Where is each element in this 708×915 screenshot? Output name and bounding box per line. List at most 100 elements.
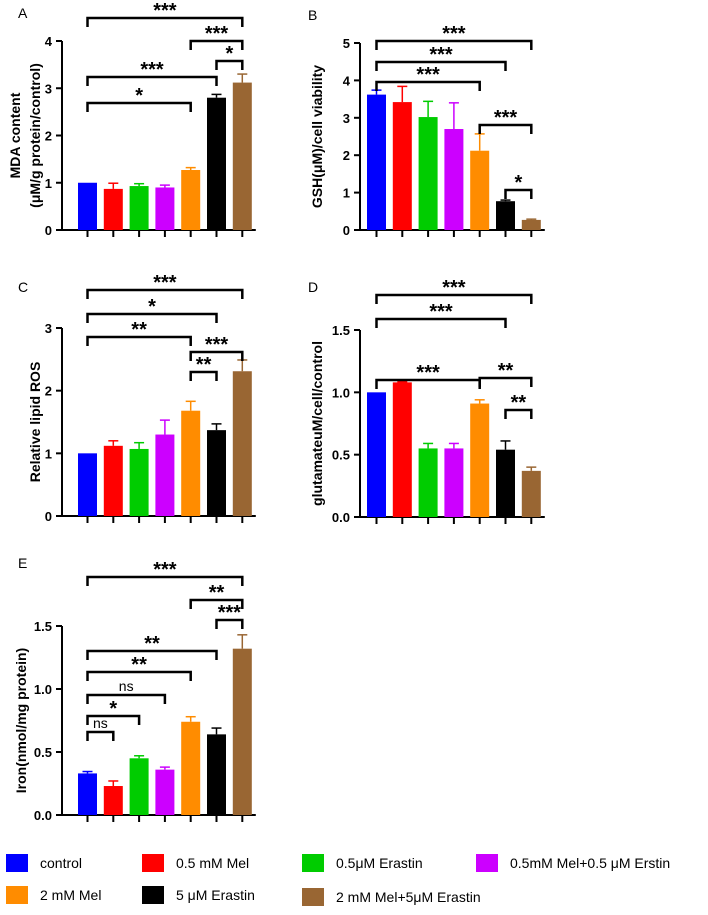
legend-swatch-2mm-mel <box>6 886 28 904</box>
significance-label: ** <box>131 654 147 676</box>
bracket-line <box>375 317 507 328</box>
legend-item-0-5mm-mel: 0.5 mM Mel <box>142 854 249 872</box>
significance-bracket: *** <box>478 107 533 134</box>
bracket-line <box>215 618 244 629</box>
legend-item-mel-plus-erastin-high: 2 mM Mel+5μM Erastin <box>302 888 481 906</box>
bar <box>207 734 226 815</box>
bracket-line <box>86 714 141 725</box>
bracket-line <box>86 312 218 323</box>
significance-bracket: *** <box>86 0 244 27</box>
bar <box>103 786 123 815</box>
legend-item-0-5um-erastin: 0.5μM Erastin <box>302 854 423 872</box>
bracket-line <box>86 16 244 27</box>
bar <box>129 448 149 516</box>
y-tick-label: 3 <box>45 321 52 336</box>
bar <box>129 186 149 230</box>
legend-item-2mm-mel: 2 mM Mel <box>6 886 101 904</box>
panel-letter: C <box>18 279 28 295</box>
bar <box>418 448 438 517</box>
significance-bracket: *** <box>215 602 244 629</box>
significance-label: ** <box>196 354 212 376</box>
y-tick-label: 1 <box>45 176 52 191</box>
y-axis-label-line: Iron(nmol/mg protein) <box>13 648 29 793</box>
significance-bracket: ** <box>189 354 218 381</box>
y-axis-label: MDA content (μM/g protein/control) <box>7 63 43 208</box>
significance-label: *** <box>218 602 242 624</box>
significance-bracket: ** <box>86 319 192 346</box>
y-tick-label: 0.0 <box>332 510 350 525</box>
y-tick-label: 1.5 <box>332 323 350 338</box>
legend-label-control: control <box>40 855 83 871</box>
bracket-line <box>375 80 481 91</box>
y-tick-label: 0 <box>45 509 52 524</box>
significance-label: *** <box>153 559 177 581</box>
y-axis-label-line: MDA content <box>7 92 23 178</box>
bracket-line <box>375 378 481 389</box>
significance-label: ** <box>511 392 527 414</box>
significance-label: * <box>515 172 523 194</box>
y-tick-label: 2 <box>45 129 52 144</box>
y-tick-label: 4 <box>45 34 53 49</box>
significance-label: *** <box>416 362 440 384</box>
significance-bracket: *** <box>86 559 244 586</box>
significance-bracket: ns <box>86 715 115 741</box>
significance-bracket: *** <box>375 23 533 50</box>
y-tick-label: 5 <box>343 36 350 51</box>
significance-bracket: *** <box>189 334 244 361</box>
bracket-line <box>189 370 218 381</box>
significance-label: *** <box>140 59 164 81</box>
bracket-line <box>189 39 244 50</box>
bracket-line <box>86 575 244 586</box>
significance-label: *** <box>442 23 466 45</box>
significance-bracket: *** <box>189 23 244 50</box>
y-tick-label: 1.0 <box>34 682 52 697</box>
legend-swatch-5um-erastin <box>142 886 164 904</box>
bar <box>207 430 226 516</box>
y-axis-label: GSH(μM)/cell viability <box>309 65 325 208</box>
bracket-line <box>189 350 244 361</box>
legend-swatch-control <box>6 854 28 872</box>
bar <box>496 449 515 517</box>
significance-bracket: * <box>86 296 218 323</box>
panel-e: E 0.0 0.5 1.0 1.5 Iron(nmol/mg protein) ns*ns *… <box>13 555 256 823</box>
y-tick-label: 2 <box>45 384 52 399</box>
bar <box>232 371 252 516</box>
bracket-line <box>504 188 533 199</box>
bar <box>367 94 386 230</box>
significance-bracket: ** <box>478 360 533 387</box>
bracket-line <box>86 288 244 299</box>
significance-label: ** <box>209 582 225 604</box>
panel-letter: E <box>18 555 27 571</box>
bracket-line <box>504 408 533 419</box>
bar <box>444 129 464 230</box>
y-axis-label-line: (μM/g protein/control) <box>27 63 43 208</box>
y-axis-label-line: GSH(μM)/cell viability <box>309 65 325 208</box>
y-tick-label: 0 <box>343 223 350 238</box>
significance-bracket: *** <box>375 64 481 91</box>
significance-bracket: ns <box>86 678 167 704</box>
bar <box>521 219 541 230</box>
significance-label: ** <box>498 360 514 382</box>
significance-label: ** <box>144 633 160 655</box>
y-axis-label: Iron(nmol/mg protein) <box>13 648 29 793</box>
bar <box>392 382 412 517</box>
significance-bracket: * <box>86 85 192 112</box>
significance-bracket: ** <box>189 582 244 609</box>
bar <box>521 470 541 517</box>
legend-swatch-0-5um-erastin <box>302 854 324 872</box>
bar <box>232 82 252 230</box>
bar <box>155 769 175 815</box>
y-tick-label: 0 <box>45 223 52 238</box>
bar <box>367 392 386 517</box>
y-tick-label: 3 <box>45 81 52 96</box>
significance-label: ns <box>93 715 108 731</box>
bar <box>103 188 123 230</box>
bracket-line <box>375 60 507 71</box>
y-tick-label: 0.5 <box>34 745 52 760</box>
significance-label: *** <box>429 44 453 66</box>
bracket-line <box>189 598 244 609</box>
legend: control 0.5 mM Mel 0.5μM Erastin 0.5mM M… <box>0 848 708 915</box>
